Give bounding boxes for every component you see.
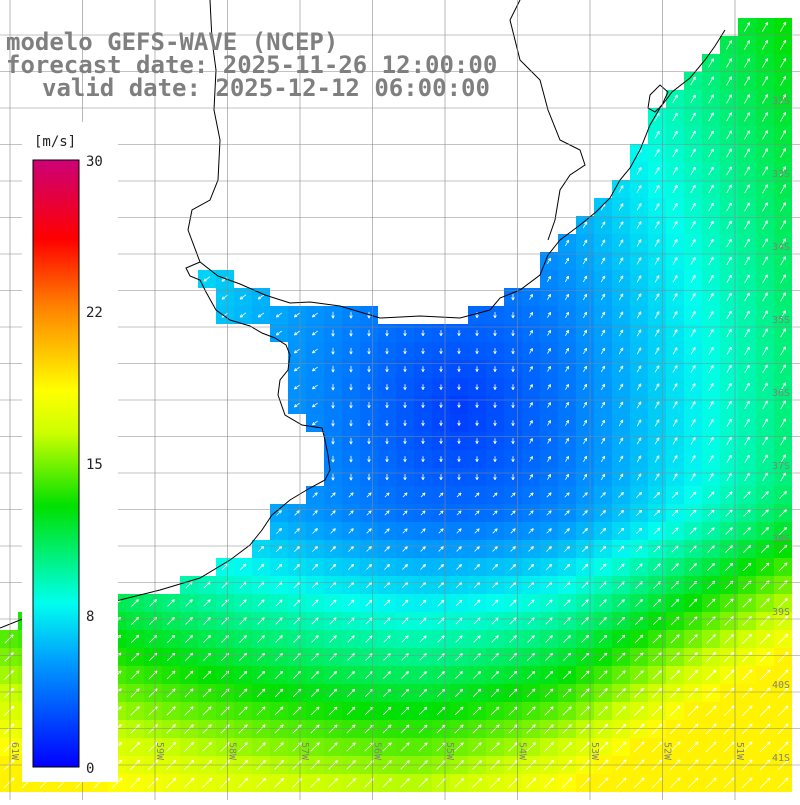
- lat-label: 33S: [772, 169, 790, 180]
- lat-label: 40S: [772, 680, 790, 691]
- lat-label: 37S: [772, 461, 790, 472]
- lat-label: 34S: [772, 242, 790, 253]
- wind-speed-field: [0, 18, 792, 792]
- lon-label: 56W: [372, 742, 383, 761]
- colorbar-gradient: [33, 160, 79, 767]
- colorbar-label-0: 0: [86, 761, 94, 777]
- border-line: [510, 0, 585, 240]
- lat-label: 41S: [772, 753, 790, 764]
- lon-label: 53W: [589, 742, 600, 761]
- colorbar: [m/s] 30 22 15 8 0: [22, 122, 118, 782]
- lon-label: 51W: [734, 742, 745, 761]
- lon-label: 54W: [517, 742, 528, 761]
- colorbar-label-15: 15: [86, 457, 103, 473]
- colorbar-label-30: 30: [86, 154, 103, 170]
- lon-label: 59W: [154, 742, 165, 761]
- lat-label: 39S: [772, 607, 790, 618]
- lat-label: 32S: [772, 96, 790, 107]
- colorbar-units: [m/s]: [34, 134, 76, 150]
- title-valid-date: valid date: 2025-12-12 06:00:00: [42, 74, 490, 102]
- lon-label: 58W: [227, 742, 238, 761]
- lat-label: 35S: [772, 315, 790, 326]
- lon-label: 61W: [9, 742, 20, 761]
- colorbar-label-8: 8: [86, 609, 94, 625]
- lon-label: 55W: [444, 742, 455, 761]
- lon-label: 52W: [662, 742, 673, 761]
- lon-label: 57W: [299, 742, 310, 761]
- title-block: modelo GEFS-WAVE (NCEP) forecast date: 2…: [6, 28, 497, 102]
- lat-label: 36S: [772, 388, 790, 399]
- colorbar-label-22: 22: [86, 305, 103, 321]
- lat-label: 38S: [772, 534, 790, 545]
